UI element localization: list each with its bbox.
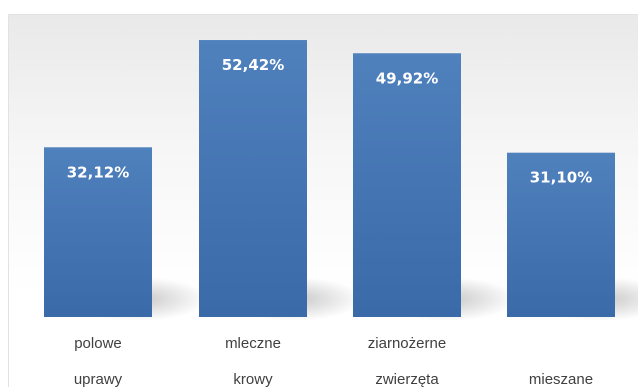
data-label: 52,42% (222, 56, 284, 74)
bar (44, 147, 152, 317)
bar (199, 40, 307, 317)
data-labels-group: 32,12% 52,42% 49,92% 31,10% (67, 56, 592, 187)
bars-group (44, 40, 615, 317)
data-label: 32,12% (67, 163, 129, 181)
category-label: uprawy (74, 371, 123, 387)
bar (507, 152, 615, 317)
category-labels-group: polowe uprawy mleczne krowy ziarnożerne zwier… (74, 335, 593, 387)
category-label: ziarnożerne (368, 335, 446, 352)
data-label: 31,10% (530, 169, 592, 187)
category-label: zwierzęta (375, 371, 439, 387)
data-label: 49,92% (376, 69, 438, 87)
category-label: polowe (74, 335, 122, 352)
category-label: mleczne (225, 335, 281, 352)
bar (353, 53, 461, 317)
category-label: mieszane (529, 371, 593, 387)
category-label: krowy (233, 371, 273, 387)
